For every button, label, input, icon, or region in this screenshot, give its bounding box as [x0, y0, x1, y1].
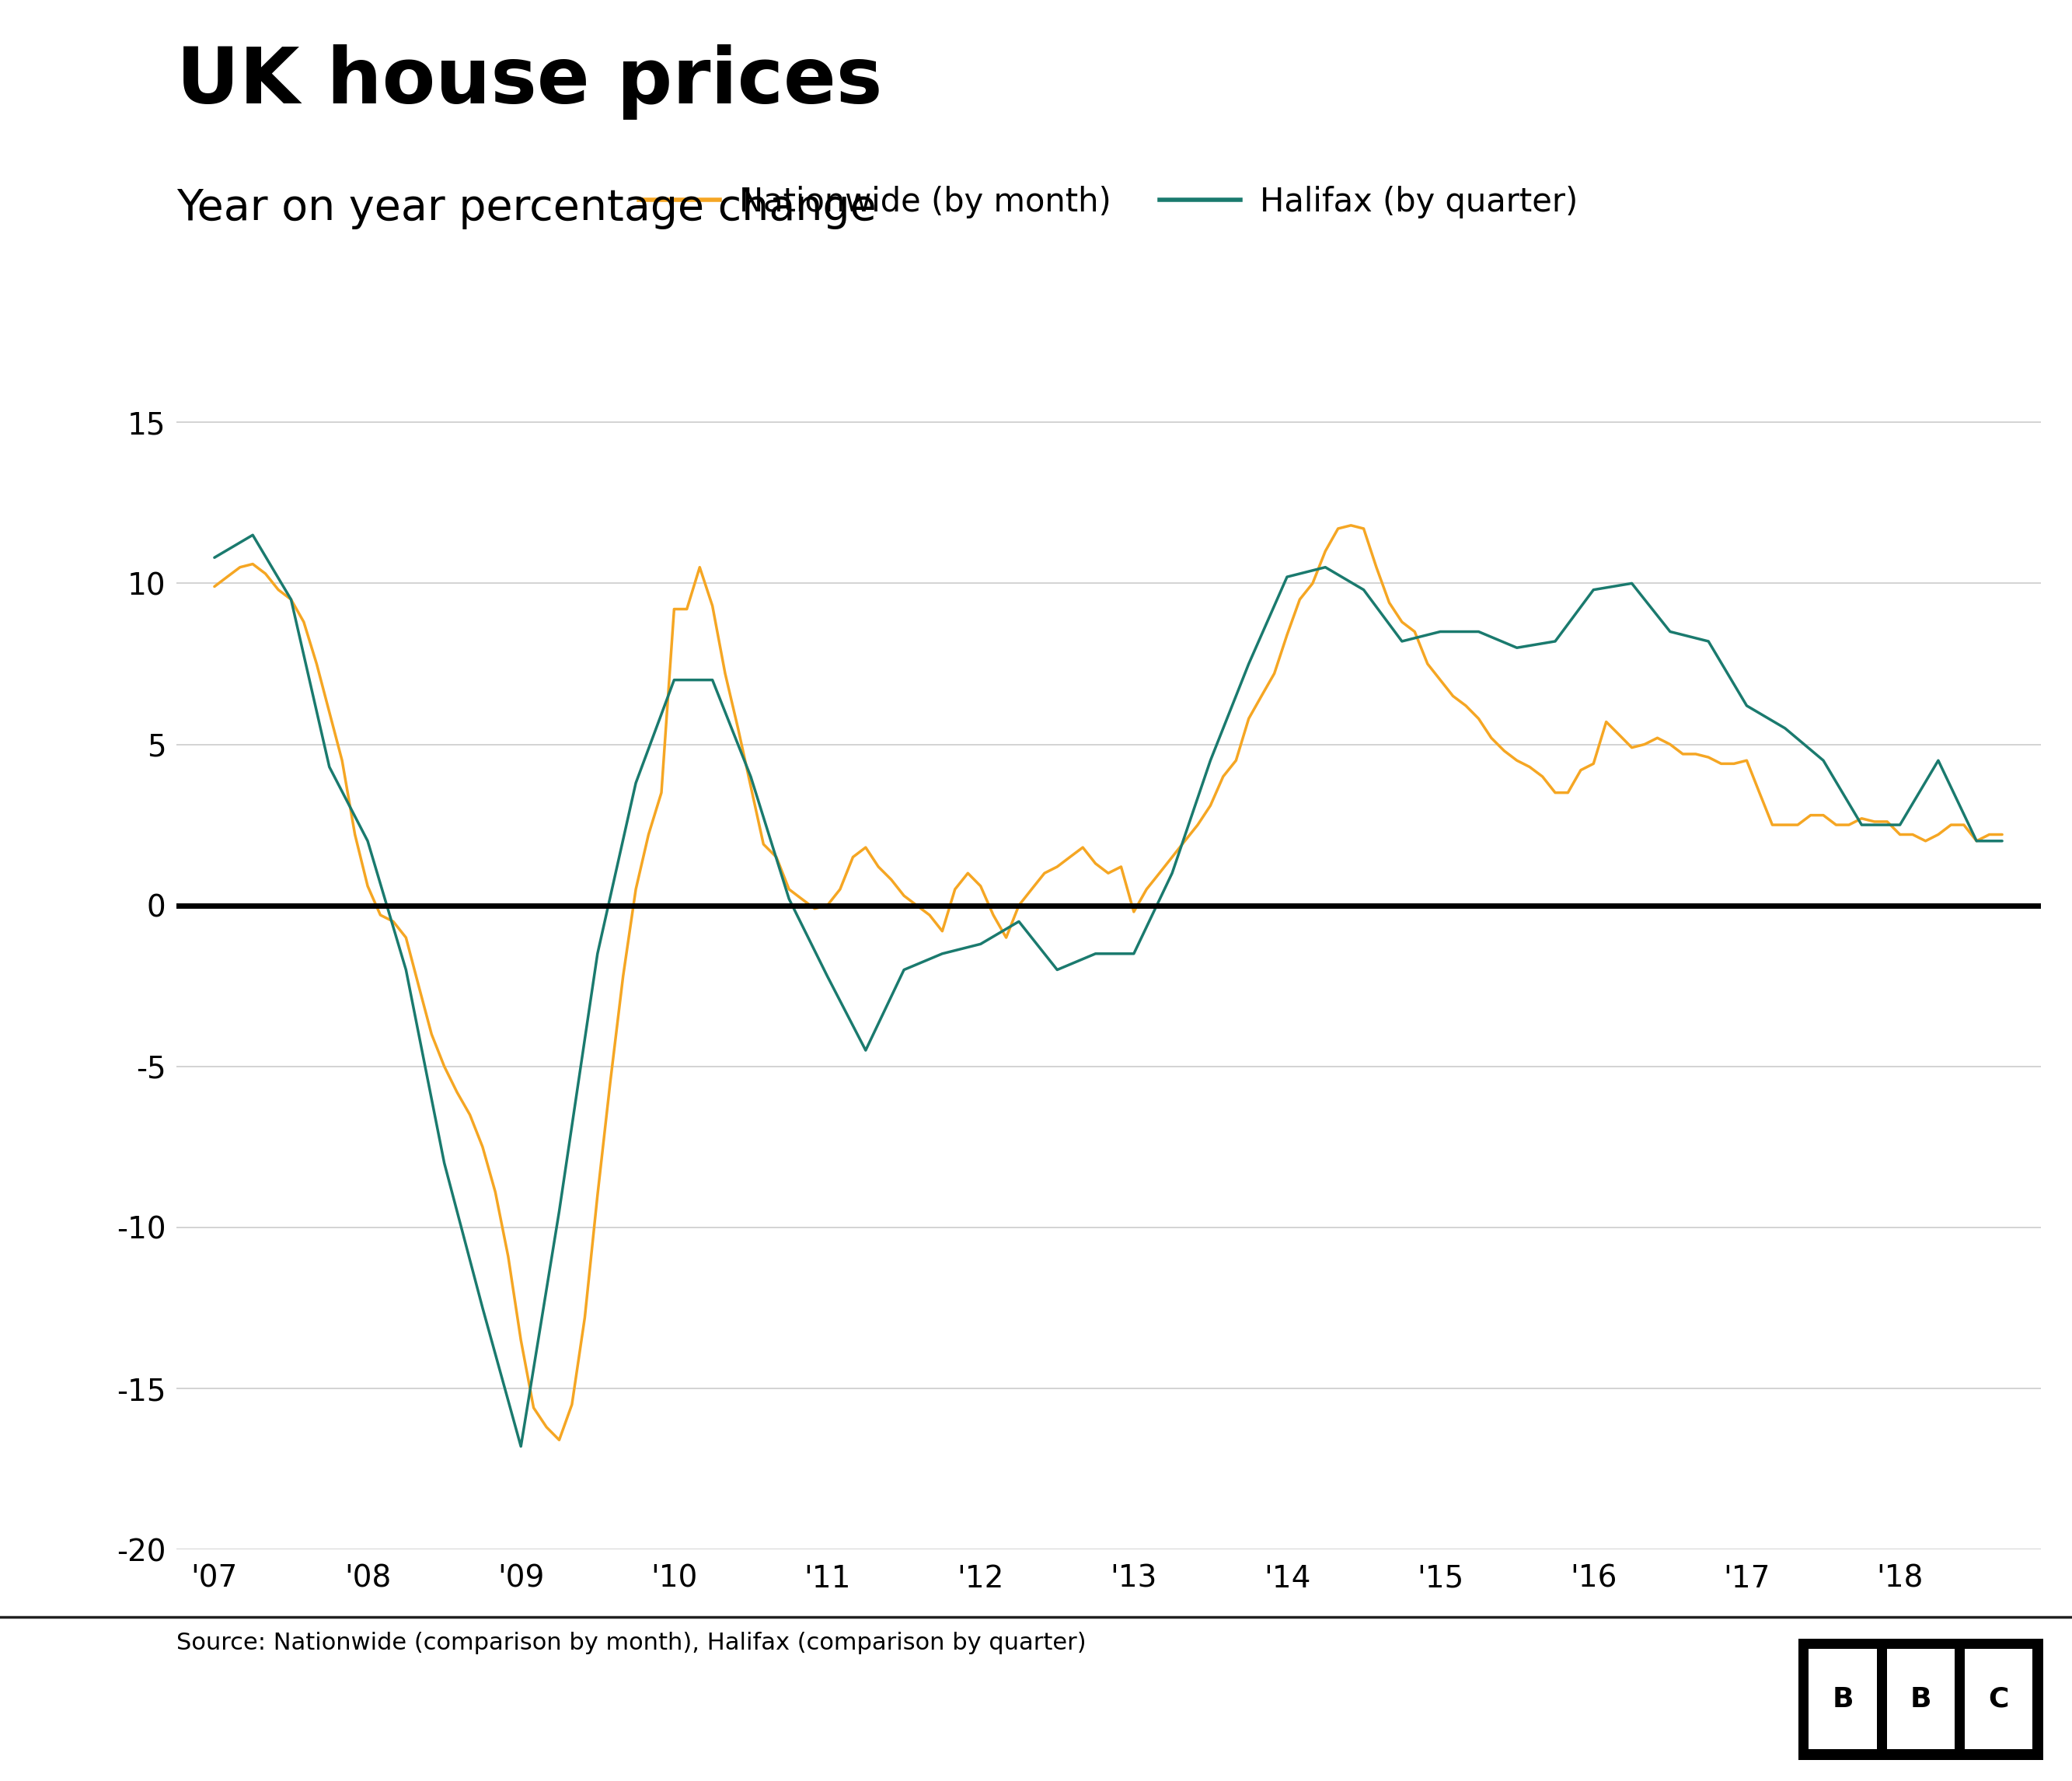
Text: UK house prices: UK house prices — [176, 45, 883, 119]
Text: B: B — [1832, 1687, 1852, 1712]
Text: B: B — [1910, 1687, 1931, 1712]
Text: Source: Nationwide (comparison by month), Halifax (comparison by quarter): Source: Nationwide (comparison by month)… — [176, 1631, 1086, 1655]
Text: Year on year percentage change: Year on year percentage change — [176, 187, 876, 230]
Legend: Nationwide (by month), Halifax (by quarter): Nationwide (by month), Halifax (by quart… — [626, 173, 1591, 232]
Text: C: C — [1989, 1687, 2010, 1712]
